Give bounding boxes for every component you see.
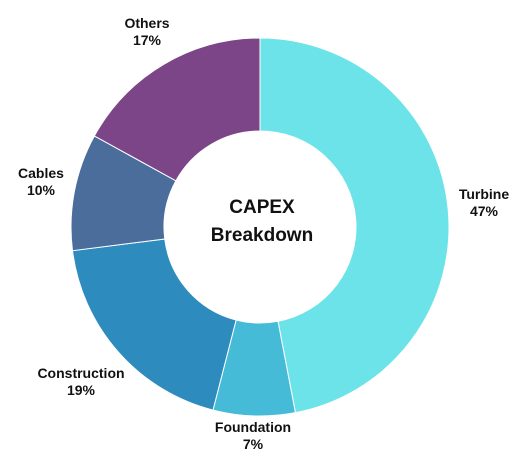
slice-label-foundation: Foundation bbox=[215, 419, 291, 435]
slice-value-construction: 19% bbox=[67, 382, 96, 398]
slice-value-turbine: 47% bbox=[470, 203, 499, 219]
slice-value-cables: 10% bbox=[27, 182, 56, 198]
slice-label-cables: Cables bbox=[18, 165, 64, 181]
center-title-line-2: Breakdown bbox=[211, 225, 313, 246]
slice-value-foundation: 7% bbox=[243, 436, 264, 451]
donut-center-title: CAPEX Breakdown bbox=[211, 197, 313, 246]
slice-label-others: Others bbox=[124, 15, 169, 31]
slice-turbine bbox=[259, 37, 450, 414]
slice-others bbox=[93, 37, 261, 182]
slice-label-construction: Construction bbox=[37, 365, 124, 381]
slice-construction bbox=[71, 238, 237, 411]
slice-label-turbine: Turbine bbox=[459, 186, 510, 202]
center-title-line-1: CAPEX bbox=[229, 197, 295, 218]
donut-slices bbox=[70, 37, 450, 417]
slice-value-others: 17% bbox=[133, 32, 162, 48]
